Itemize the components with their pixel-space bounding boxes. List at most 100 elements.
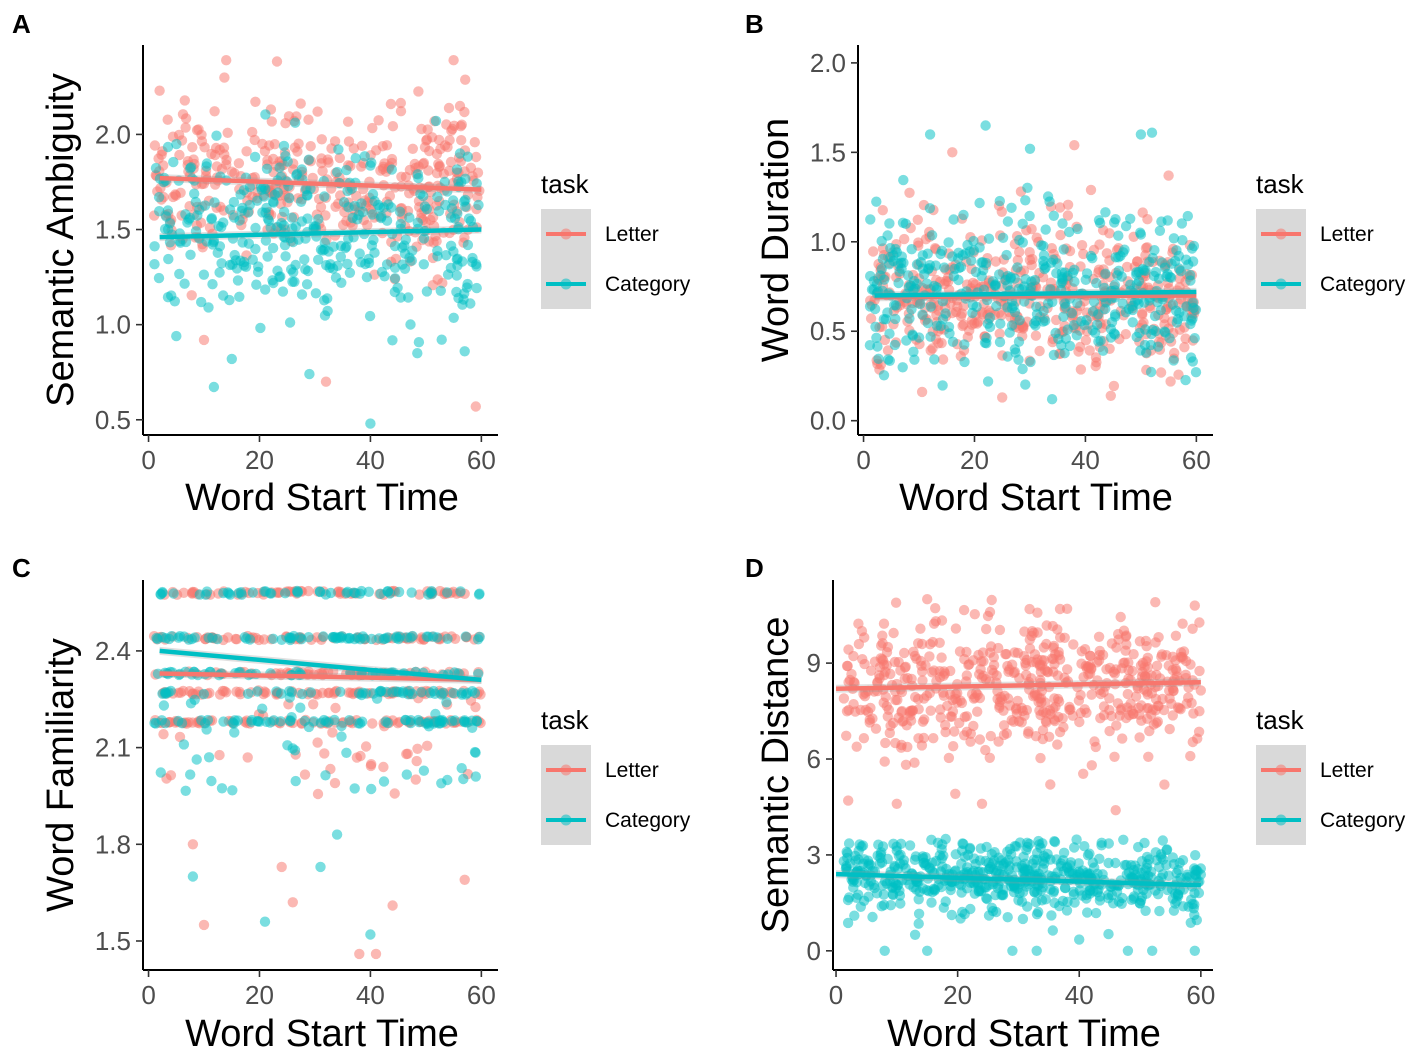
panel-d-point-category [1007,945,1018,956]
panel-d-point-category [1103,857,1114,869]
panel-a-point-category [282,156,293,167]
panel-d-point-letter [878,618,890,629]
panel-b-point-letter [1121,261,1133,273]
panel-a-points [149,55,485,429]
panel-d-point-letter [1039,664,1051,676]
panel-c-point-category [391,631,402,642]
panel-b-point-category [977,257,988,268]
panel-d-point-category [937,861,948,872]
panel-d-point-letter [1068,639,1079,650]
panel-d-point-category [1118,834,1129,845]
panel-d-point-category [1049,897,1060,909]
panel-d-point-letter [1127,665,1138,677]
panel-a-point-category [454,148,466,159]
panel-b-point-category [883,354,894,365]
panel-b-trend-lines [874,287,1197,302]
panel-d-point-letter [943,752,955,764]
panel-a-point-letter [404,188,415,199]
panel-d-point-letter [877,630,888,641]
panel-d-point-letter [985,730,996,742]
panel-a-point-category [260,284,271,295]
panel-d-point-letter [1153,632,1164,643]
panel-a-point-category [163,253,174,265]
panel-a-point-category [340,242,351,254]
panel-b-point-category [959,339,970,350]
panel-d-trend-line-letter [836,680,1201,691]
panel-c-point-letter [299,769,311,780]
panel-a-point-letter [222,127,233,138]
panel-d-point-letter [1119,657,1130,668]
panel-a-point-category [216,221,227,233]
panel-d-point-category [1090,907,1102,919]
panel-b-point-category [1144,256,1155,268]
panel-a-point-category [387,335,398,346]
panel-b-point-category [1131,331,1142,343]
panel-d-point-letter [1086,760,1098,771]
panel-d-point-category [1073,866,1084,877]
panel-a-point-category [319,244,330,255]
panel-b-point-category [959,356,970,368]
panel-d-point-category [926,834,937,845]
panel-a-point-category [413,172,424,184]
panel-a-point-category [367,189,379,200]
panel-a-point-category [394,206,406,217]
panel-b-point-letter [967,277,979,289]
panel-a-point-letter [156,149,167,160]
panel-a-point-category [407,245,418,256]
panel-d-point-letter [1049,693,1060,704]
panel-b-point-category [1125,213,1136,224]
panel-c-point-category [341,747,352,758]
panel-d-point-letter [928,665,940,676]
panel-b-point-category [1109,217,1120,228]
panel-b-point-category [1135,129,1147,140]
panel-b-point-category [873,353,884,364]
panel-d-point-letter [1044,705,1056,716]
panel-d-point-letter [950,788,961,799]
panel-d-point-letter [1167,651,1179,662]
panel-d-point-letter [1098,701,1110,712]
panel-d-point-category [940,833,951,845]
panel-b-point-category [1013,336,1025,347]
panel-d-point-letter [999,690,1010,701]
panel-c-point-category [185,698,197,709]
panel-a-y-tick-label: 2.0 [95,119,131,149]
panel-c-point-category [218,716,229,727]
panel-d-point-letter [1053,650,1064,661]
panel-d-point-letter [1141,656,1152,667]
panel-b-point-letter [1155,367,1167,378]
panel-a-point-letter [472,192,483,203]
panel-letter-c: C [12,553,31,583]
panel-b-legend-point-letter [1275,228,1287,240]
panel-a-point-category [252,266,264,278]
panel-d-point-letter [949,726,960,737]
panel-d-point-letter [972,706,983,717]
panel-d-y-tick-label: 6 [807,744,821,774]
panel-d-point-category [1019,867,1030,878]
panel-b-point-category [1048,254,1059,265]
panel-b-point-category [884,218,895,229]
panel-c-point-letter [258,634,270,645]
panel-a-point-category [226,353,237,365]
panel-d-legend-label-category: Category [1320,809,1406,832]
panel-b-point-category [923,263,934,274]
panel-c-point-letter [412,743,423,754]
panel-d-point-category [887,889,899,901]
panel-b-point-letter [1030,330,1042,341]
panel-d-point-letter [982,610,994,622]
panel-c-point-category [160,688,171,699]
panel-d-point-category [895,849,906,860]
panel-a-point-letter [469,137,480,148]
panel-d-points [838,594,1207,956]
panel-a-point-letter [241,146,252,157]
panel-d-point-category [867,911,878,923]
panel-c-point-category [207,632,218,643]
panel-a-point-category [228,196,240,208]
panel-b-point-category [991,300,1002,312]
panel-c-point-letter [366,759,377,770]
panel-c-point-letter [329,777,341,789]
panel-d-point-category [881,878,892,889]
panel-a-legend: task Letter Category [541,169,691,309]
panel-c-point-category [458,773,469,785]
panel-b-legend: task Letter Category [1256,169,1406,309]
